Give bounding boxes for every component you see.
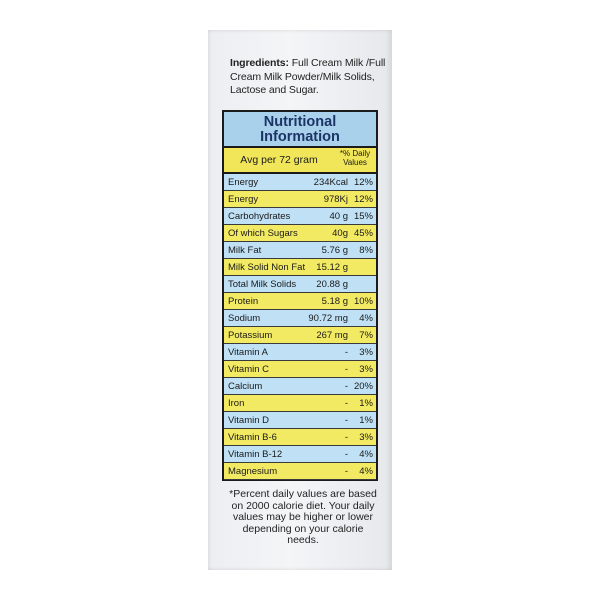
nutrient-daily-value: 3% [359,432,373,443]
nutrient-daily-value: 12% [353,177,373,188]
nutrient-name: Vitamin B-6 [228,432,277,443]
nutrient-name: Vitamin A [228,347,268,358]
nutrient-daily-value: 15% [353,211,373,222]
nutrient-name: Milk Fat [228,245,262,256]
nutrition-row: Protein 5.18 g 10% [224,293,376,310]
nutrient-amount: - [344,364,348,375]
nutrition-title-line1: Nutritional [263,114,337,130]
nutrition-row: Potassium 267 mg 7% [224,327,376,344]
nutrition-row: Carbohydrates 40 g 15% [224,208,376,225]
nutrition-row: Vitamin A -3% [224,344,376,361]
nutrient-name: Iron [228,398,245,409]
nutrient-daily-value: 7% [359,330,373,341]
nutrient-name: Vitamin D [228,415,270,426]
nutrition-header-row: Avg per 72 gram *% Daily Values [224,148,376,174]
nutrient-name: Potassium [228,330,273,341]
nutrient-name: Milk Solid Non Fat [228,262,306,273]
nutrient-name: Carbohydrates [228,211,291,222]
daily-values-label: *% Daily Values [339,149,371,167]
nutrition-row: Total Milk Solids 20.88 g [224,276,376,293]
nutrient-daily-value: 4% [359,313,373,324]
nutrient-amount: 5.76 g [321,245,348,256]
nutrient-daily-value: 4% [359,466,373,477]
nutrient-daily-value: 3% [359,347,373,358]
nutrient-daily-value: 20% [353,381,373,392]
nutrient-name: Vitamin B-12 [228,449,283,460]
nutrition-rows: Energy 234Kcal 12% Energy 978Kj 12% Carbohydra… [224,174,376,480]
nutrient-daily-value: 4% [359,449,373,460]
nutrient-amount: 40g [332,228,348,239]
nutrient-amount: - [344,381,348,392]
nutrient-amount: 15.12 g [316,262,348,273]
nutrient-name: Calcium [228,381,263,392]
nutrient-name: Magnesium [228,466,278,477]
nutrient-name: Protein [228,296,259,307]
nutrient-name: Total Milk Solids [228,279,297,290]
nutrition-row: Calcium -20% [224,378,376,395]
nutrient-daily-value: 8% [359,245,373,256]
nutrition-row: Vitamin D -1% [224,412,376,429]
serving-size-label: Avg per 72 gram [240,154,318,166]
nutrient-amount: - [344,449,348,460]
nutrition-row: Iron -1% [224,395,376,412]
nutrient-amount: - [344,398,348,409]
nutrient-name: Vitamin C [228,364,270,375]
nutrient-daily-value: 12% [353,194,373,205]
nutrition-row: Milk Fat 5.76 g 8% [224,242,376,259]
nutrient-daily-value: 3% [359,364,373,375]
nutrient-daily-value: 45% [353,228,373,239]
nutrient-daily-value: 1% [359,398,373,409]
nutrition-row: Vitamin C -3% [224,361,376,378]
nutrient-daily-value: 10% [353,296,373,307]
ingredients-list: Full Cream Milk /Full Cream Milk Powder/… [230,57,386,96]
nutrition-title: Nutritional Information [224,112,376,148]
nutrient-amount: - [344,415,348,426]
nutrition-row: Vitamin B-12 -4% [224,446,376,463]
nutrition-row: Energy 234Kcal 12% [224,174,376,191]
nutrient-name: Sodium [228,313,261,324]
nutrient-amount: - [344,347,348,358]
nutrition-row: Energy 978Kj 12% [224,191,376,208]
ingredients-text: Ingredients: Full Cream Milk /Full Cream… [230,57,390,98]
nutrition-row: Vitamin B-6 -3% [224,429,376,446]
nutrient-amount: 90.72 mg [308,313,348,324]
nutrient-name: Energy [228,194,259,205]
nutrition-title-line2: Information [260,128,340,145]
nutrient-amount: 978Kj [323,194,348,205]
nutrition-row: Of which Sugars 40g 45% [224,225,376,242]
footnote-text: *Percent daily values are based on 2000 … [229,488,377,547]
nutrient-daily-value: 1% [359,415,373,426]
nutrition-table: Nutritional Information Avg per 72 gram … [222,110,378,481]
nutrient-amount: 20.88 g [316,279,348,290]
nutrition-row: Sodium 90.72 mg 4% [224,310,376,327]
nutrient-amount: - [344,466,348,477]
nutrient-amount: 234Kcal [313,177,348,188]
ingredients-label: Ingredients: [230,57,289,69]
nutrient-name: Energy [228,177,259,188]
nutrient-amount: 267 mg [316,330,348,341]
nutrient-name: Of which Sugars [228,228,298,239]
nutrition-row: Magnesium -4% [224,463,376,480]
nutrient-amount: 40 g [329,211,349,222]
nutrient-amount: - [344,432,348,443]
nutrient-amount: 5.18 g [321,296,348,307]
nutrition-row: Milk Solid Non Fat 15.12 g [224,259,376,276]
